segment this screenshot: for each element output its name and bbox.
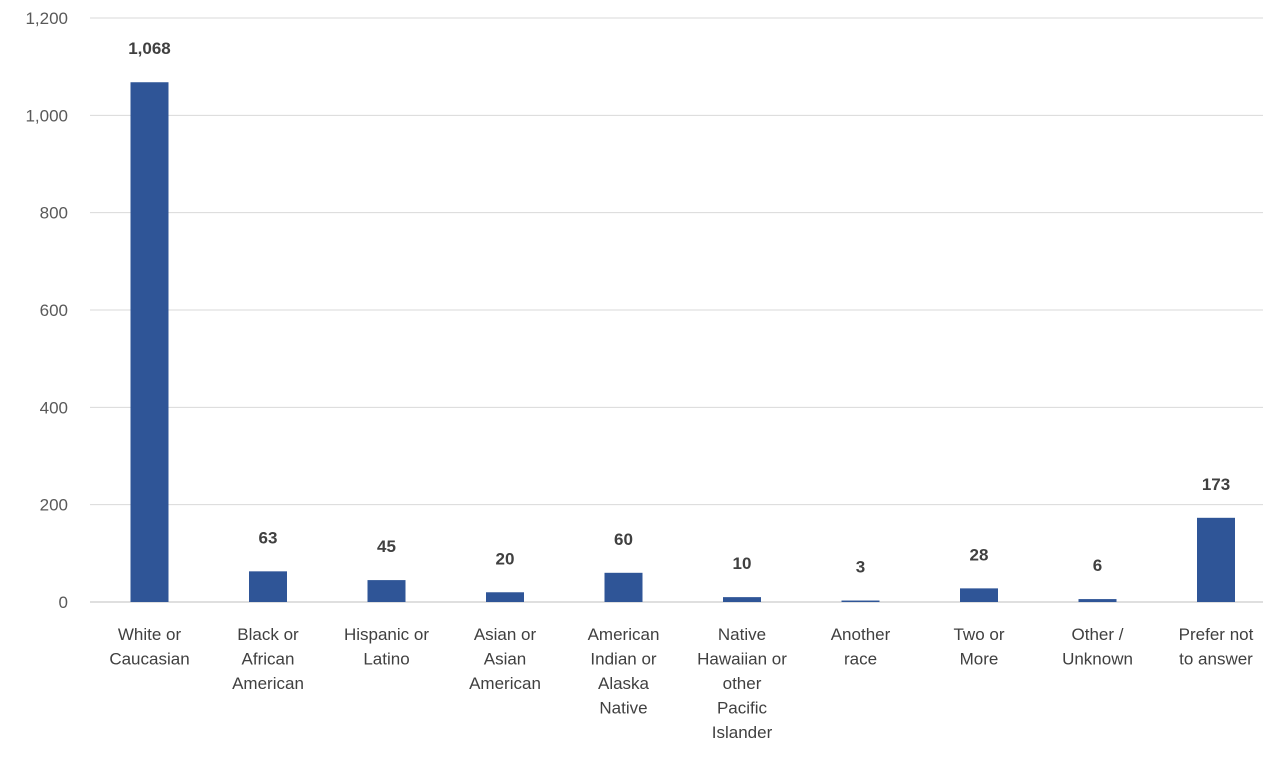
x-category-label: Another race (831, 625, 891, 669)
x-category-label: Prefer not to answer (1179, 625, 1254, 669)
y-tick-label: 400 (40, 398, 68, 417)
x-category-label-line: Asian (484, 650, 527, 669)
y-tick-label: 1,200 (25, 9, 68, 28)
x-category-label-line: Hawaiian or (697, 650, 787, 669)
data-label: 45 (377, 537, 396, 556)
x-category-label-line: Native (718, 625, 766, 644)
bar (960, 588, 998, 602)
x-category-label: Hispanic or Latino (344, 625, 429, 669)
bar (723, 597, 761, 602)
x-category-label: Two or More (953, 625, 1004, 669)
x-category-label-line: Caucasian (109, 650, 189, 669)
x-category-label: American Indian or Alaska Native (588, 625, 660, 718)
y-axis-ticks: 0 200 400 600 800 1,000 1,200 (25, 9, 68, 612)
data-label: 173 (1202, 475, 1230, 494)
x-category-label: Asian or Asian American (469, 625, 541, 693)
x-category-label: Native Hawaiian or other Pacific Islander (697, 625, 787, 742)
bars (130, 82, 1235, 603)
bar (130, 82, 169, 603)
x-category-label-line: Pacific (717, 699, 768, 718)
x-category-label-line: Latino (363, 650, 409, 669)
x-category-label-line: Other / (1072, 625, 1124, 644)
x-category-label-line: American (232, 674, 304, 693)
x-category-label-line: Asian or (474, 625, 537, 644)
x-category-label: Other / Unknown (1062, 625, 1133, 669)
data-label: 1,068 (128, 39, 171, 58)
x-category-label-line: Islander (712, 723, 773, 742)
x-category-label-line: White or (118, 625, 182, 644)
bar (841, 600, 880, 602)
data-label: 3 (856, 558, 865, 577)
x-category-label-line: to answer (1179, 650, 1253, 669)
x-category-label-line: American (469, 674, 541, 693)
x-category-label-line: More (960, 650, 999, 669)
x-category-label-line: Another (831, 625, 891, 644)
x-category-label: White or Caucasian (109, 625, 189, 669)
gridlines (90, 17, 1263, 603)
y-tick-label: 1,000 (25, 106, 68, 125)
bar (1078, 599, 1117, 602)
bar (367, 580, 406, 602)
data-label: 6 (1093, 556, 1102, 575)
y-tick-label: 800 (40, 204, 68, 223)
x-category-label-line: Hispanic or (344, 625, 429, 644)
x-category-label-line: race (844, 650, 877, 669)
data-label: 60 (614, 530, 633, 549)
data-label: 10 (733, 554, 752, 573)
x-category-label-line: Two or (953, 625, 1004, 644)
x-axis-categories: White or Caucasian Black or African American… (109, 625, 1253, 742)
x-category-label: Black or African American (232, 625, 304, 693)
x-category-label-line: American (588, 625, 660, 644)
bar (249, 571, 287, 602)
x-category-label-line: Unknown (1062, 650, 1133, 669)
y-tick-label: 200 (40, 496, 68, 515)
data-label: 28 (970, 545, 989, 564)
x-category-label-line: Alaska (598, 674, 650, 693)
bar (1197, 517, 1235, 602)
y-tick-label: 0 (59, 593, 68, 612)
x-category-label-line: other (723, 674, 762, 693)
x-category-label-line: Black or (237, 625, 299, 644)
x-category-label-line: Indian or (590, 650, 656, 669)
x-category-label-line: Native (599, 699, 647, 718)
bar (604, 572, 643, 602)
x-category-label-line: African (242, 650, 295, 669)
y-tick-label: 600 (40, 301, 68, 320)
x-category-label-line: Prefer not (1179, 625, 1254, 644)
data-labels: 1,068 63 45 20 60 10 3 28 6 173 (128, 39, 1230, 576)
bar (486, 592, 524, 602)
data-label: 63 (259, 528, 278, 547)
data-label: 20 (496, 549, 515, 568)
